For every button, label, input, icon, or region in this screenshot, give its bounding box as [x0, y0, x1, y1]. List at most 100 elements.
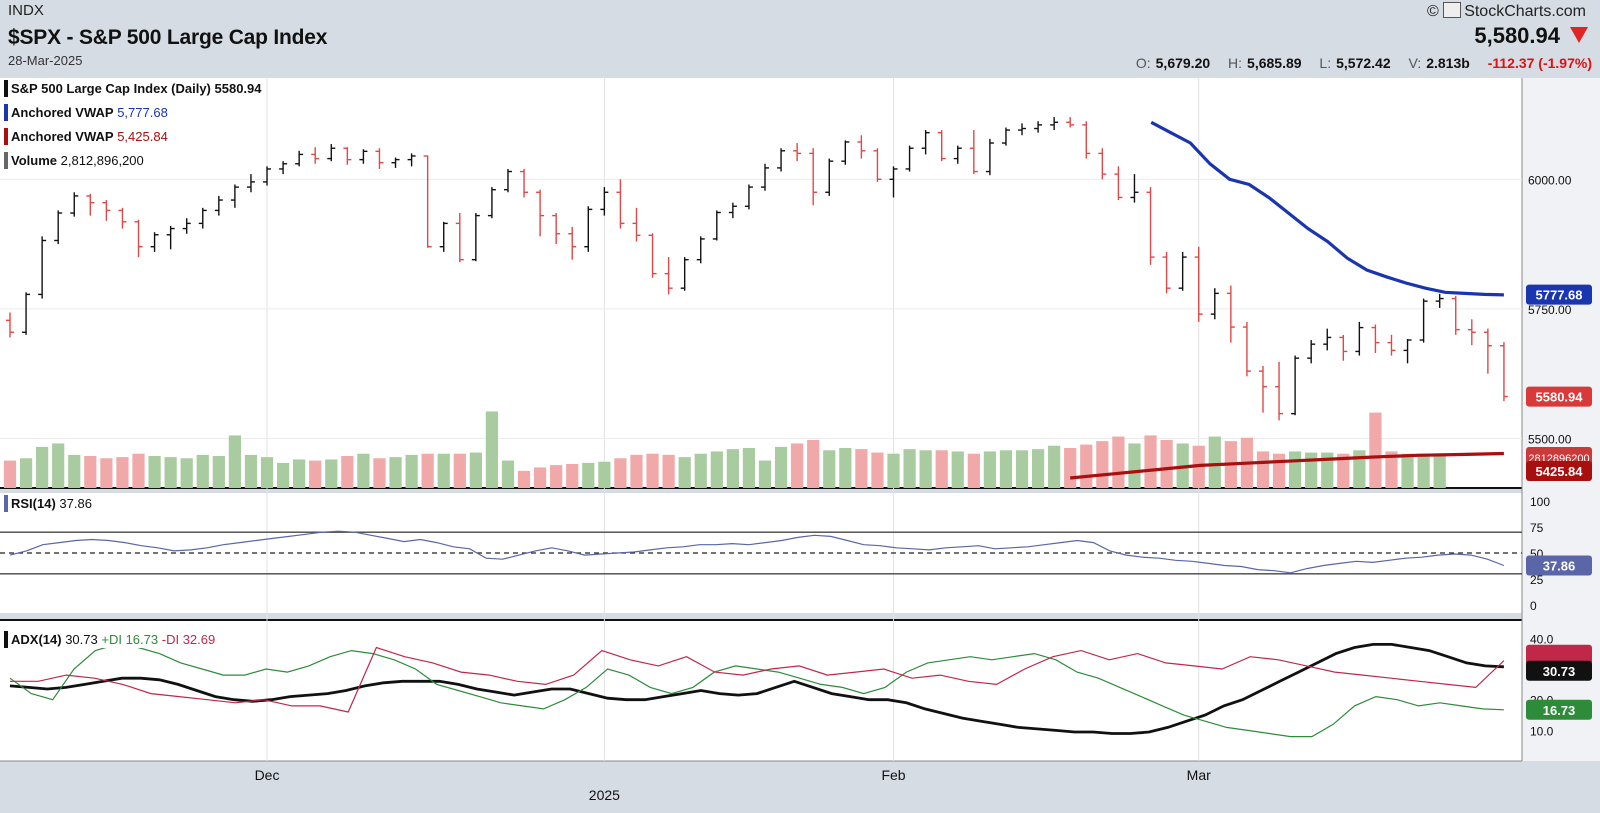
volume-bar — [116, 457, 129, 488]
down-arrow-icon — [1570, 27, 1588, 43]
brand-logo[interactable]: © StockCharts.com — [1426, 2, 1586, 20]
legend-vwap-low-label: Anchored VWAP — [11, 129, 114, 144]
volume-bar — [19, 458, 33, 488]
volume-bar — [758, 460, 772, 488]
legend-adx-value: 30.73 — [65, 632, 98, 647]
volume-bar — [1064, 448, 1077, 488]
volume-bar — [935, 450, 948, 488]
volume-bar — [276, 462, 290, 488]
volume-bar — [774, 446, 788, 488]
volume-bar — [36, 446, 49, 488]
volume-bar — [132, 453, 145, 488]
open-value: 5,679.20 — [1155, 55, 1211, 71]
volume-key: V: — [1408, 55, 1422, 71]
legend-vwap-high-label: Anchored VWAP — [11, 105, 114, 120]
price-tick-label: 5750.00 — [1528, 303, 1572, 317]
brand-name: StockCharts.com — [1464, 3, 1586, 20]
pdi-tag-bg — [1526, 699, 1592, 720]
adx-tag: 30.73 — [1543, 664, 1576, 679]
rsi-tag: 37.86 — [1543, 558, 1576, 573]
volume-bar — [887, 453, 900, 488]
volume-bar — [453, 453, 466, 488]
volume-bar — [791, 443, 804, 488]
mdi-line — [10, 646, 1505, 713]
legend-vwap-high-value: 5,777.68 — [117, 105, 168, 120]
volume-bar — [212, 456, 225, 488]
volume-bar — [68, 454, 81, 488]
rsi-tick-label: 75 — [1530, 521, 1544, 535]
rsi-tick-label: 100 — [1530, 495, 1550, 509]
volume-bar — [485, 411, 499, 488]
volume-bar — [566, 464, 579, 488]
legend-vwap-low: Anchored VWAP 5,425.84 — [4, 128, 172, 145]
volume-bar — [3, 460, 17, 488]
volume-bar — [999, 450, 1013, 488]
last-price-tag: 5580.94 — [1536, 390, 1584, 405]
volume-bar — [550, 465, 563, 488]
volume-bar — [1048, 445, 1061, 488]
vwap-high-tag-bg — [1526, 284, 1592, 305]
volume-bar — [823, 450, 836, 488]
volume-bar — [341, 456, 354, 488]
low-key: L: — [1319, 55, 1332, 71]
vwap-low-line — [1070, 451, 1504, 480]
volume-bar — [871, 452, 884, 488]
vwap-low-tag: 5425.84 — [1536, 464, 1584, 479]
price-tick-label: 6000.00 — [1528, 173, 1572, 187]
volume-bar — [84, 456, 97, 488]
volume-bar — [309, 460, 322, 488]
volume-bar — [710, 451, 723, 488]
legend-price-label: S&P 500 Large Cap Index (Daily) — [11, 81, 211, 96]
volume-bar — [228, 435, 241, 488]
legend-price: S&P 500 Large Cap Index (Daily) 5580.94 — [4, 80, 266, 97]
volume-bar — [293, 459, 306, 488]
pdi-tag: 16.73 — [1543, 703, 1576, 718]
legend-price-value: 5580.94 — [214, 81, 262, 96]
volume-bar — [1353, 450, 1366, 488]
volume-bar — [1369, 412, 1382, 488]
last-price: 5,580.94 — [1474, 23, 1560, 48]
volume-bar — [469, 452, 482, 488]
volume-bar — [662, 454, 675, 488]
volume-bar — [630, 454, 643, 488]
legend-adx-label: ADX(14) — [11, 632, 62, 647]
volume-bar — [373, 458, 386, 488]
x-tick-label: Dec — [255, 767, 280, 783]
vwap-low-tag-bg — [1526, 461, 1592, 481]
volume-bar — [1144, 435, 1157, 488]
volume-bar — [903, 449, 916, 488]
legend-volume-value: 2,812,896,200 — [60, 153, 144, 168]
legend-volume: Volume 2,812,896,200 — [4, 152, 148, 169]
volume-bar — [1080, 444, 1093, 488]
vwap-high-line — [1150, 120, 1504, 297]
volume-bar — [1305, 452, 1318, 488]
legend-pdi: +DI 16.73 — [101, 632, 159, 647]
volume-value: 2.813b — [1426, 55, 1470, 71]
volume-bar — [244, 454, 258, 488]
volume-bar — [582, 462, 595, 488]
volume-bar — [437, 453, 450, 488]
volume-bar — [357, 453, 370, 488]
legend-vwap-high: Anchored VWAP 5,777.68 — [4, 104, 172, 121]
volume-bar — [1289, 451, 1302, 488]
volume-bar — [534, 467, 547, 488]
volume-bar — [100, 458, 113, 488]
adx-tick-label: 10.0 — [1530, 724, 1554, 738]
legend-rsi: RSI(14) 37.86 — [4, 495, 96, 512]
volume-bar — [180, 458, 193, 488]
volume-bar — [807, 440, 820, 488]
legend-rsi-label: RSI(14) — [11, 496, 56, 511]
ohlc-readout: O: 5,679.20 H: 5,685.89 L: 5,572.42 V: 2.813… — [1122, 55, 1592, 71]
low-value: 5,572.42 — [1336, 55, 1391, 71]
volume-bar — [196, 454, 209, 488]
volume-bar — [1433, 456, 1446, 488]
legend-mdi: -DI 32.69 — [161, 632, 216, 647]
volume-bar — [1015, 450, 1029, 488]
chart-title: $SPX - S&P 500 Large Cap Index — [8, 26, 328, 49]
volume-bar — [1401, 453, 1414, 488]
volume-bar — [855, 449, 868, 488]
chart-date: 28-Mar-2025 — [8, 53, 83, 68]
volume-bar — [260, 457, 274, 488]
legend-adx: ADX(14) 30.73 +DI 16.73 -DI 32.69 — [4, 631, 220, 648]
